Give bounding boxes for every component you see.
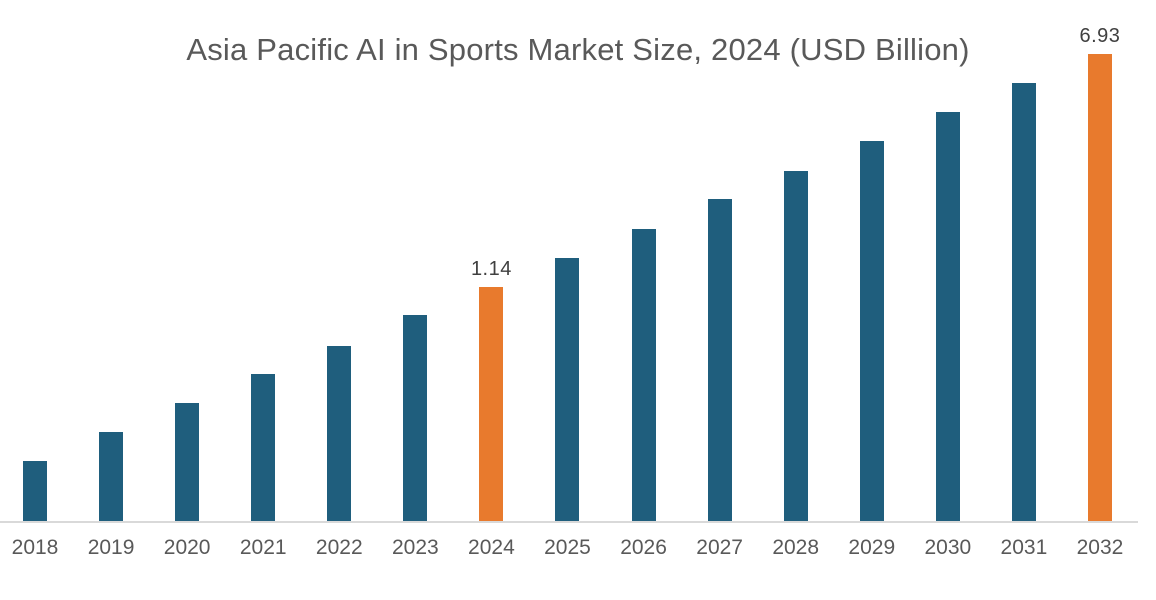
x-tick-2028: 2028 [772, 536, 820, 559]
bar-2020 [175, 403, 200, 521]
x-axis-line [0, 521, 1138, 523]
x-tick-2030: 2030 [924, 536, 972, 559]
x-tick-2025: 2025 [544, 536, 591, 559]
bar-2025 [555, 258, 580, 521]
bar-2019 [99, 432, 124, 521]
x-tick-2024: 2024 [468, 536, 515, 559]
x-tick-2032: 2032 [1076, 536, 1124, 559]
x-tick-2022: 2022 [315, 536, 363, 559]
bar-2032 [1087, 54, 1112, 521]
data-label-2024: 1.14 [470, 258, 512, 280]
x-tick-2019: 2019 [87, 536, 135, 559]
chart-title: Asia Pacific AI in Sports Market Size, 2… [186, 32, 970, 67]
bar-2029 [859, 141, 884, 521]
x-tick-2026: 2026 [620, 536, 667, 559]
bar-2026 [631, 229, 656, 521]
bar-2027 [707, 199, 732, 521]
x-tick-2029: 2029 [848, 536, 896, 559]
x-tick-2027: 2027 [696, 536, 743, 559]
bar-2030 [935, 112, 960, 521]
x-tick-2031: 2031 [1000, 536, 1048, 559]
bar-2023 [403, 315, 428, 521]
bar-2022 [327, 346, 352, 521]
bar-2021 [251, 374, 276, 521]
x-tick-2023: 2023 [391, 536, 439, 559]
bar-2024 [479, 287, 504, 521]
bar-2031 [1011, 83, 1036, 521]
x-tick-2020: 2020 [163, 536, 211, 559]
x-tick-2021: 2021 [239, 536, 287, 559]
x-tick-2018: 2018 [11, 536, 59, 559]
bar-2018 [23, 461, 47, 521]
bar-2028 [783, 171, 808, 521]
data-label-2032: 6.93 [1079, 25, 1121, 47]
